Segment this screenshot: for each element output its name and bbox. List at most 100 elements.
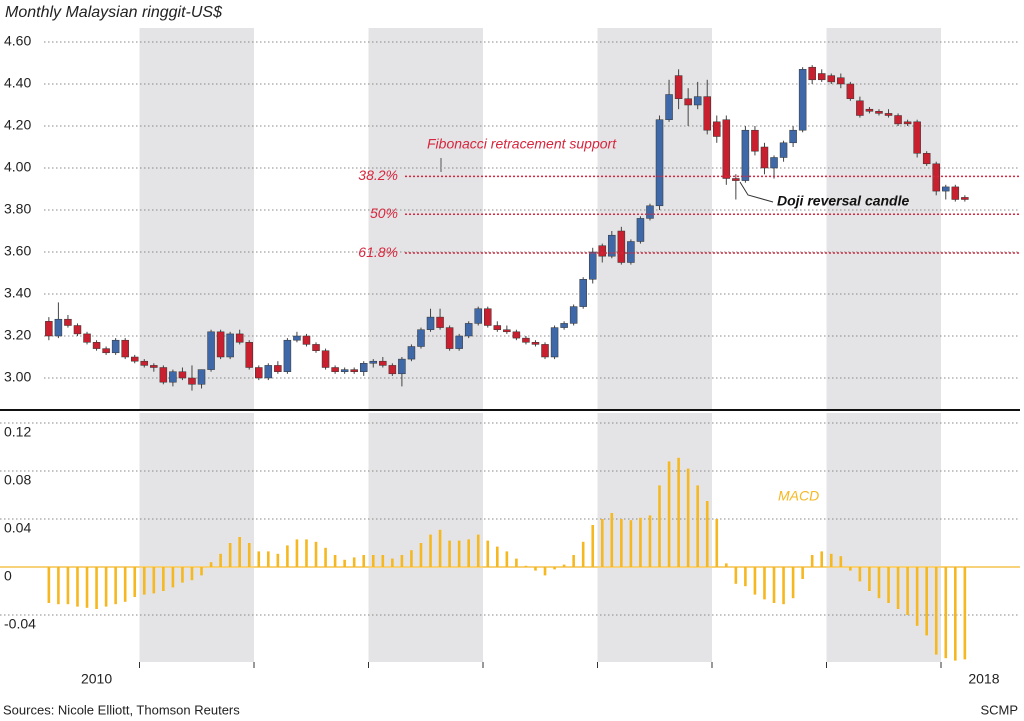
macd-bar [371, 555, 375, 567]
y-tick-label: 0.12 [4, 424, 31, 440]
candle-body [789, 129, 797, 144]
credit: SCMP [980, 702, 1018, 717]
candle-body [340, 369, 349, 372]
candle-body [207, 331, 215, 370]
candle-body [369, 360, 378, 364]
year-band [826, 413, 941, 662]
candle-body [817, 73, 826, 81]
macd-bar [152, 567, 156, 594]
y-tick-label: 4.00 [4, 159, 31, 175]
candle-body [922, 153, 931, 165]
candle-body [636, 218, 645, 242]
candle-body [302, 335, 311, 345]
candle-body [426, 316, 435, 330]
candle-body [503, 329, 511, 333]
candle-body [312, 344, 320, 351]
candle-body [92, 342, 101, 349]
year-band [139, 28, 254, 410]
candle-body [245, 342, 253, 368]
candle-body [837, 77, 845, 85]
macd-bar [934, 567, 938, 655]
macd-bar [686, 468, 690, 567]
candle-body [388, 365, 397, 375]
macd-bar [400, 555, 404, 567]
macd-bar [457, 540, 461, 567]
macd-bar [820, 551, 824, 567]
candle-body [684, 98, 692, 106]
candle-body [283, 339, 292, 372]
candle-body [674, 75, 683, 99]
candle-body [474, 308, 482, 324]
macd-bar [162, 567, 165, 591]
fibonacci-label: Fibonacci retracement support [427, 136, 617, 152]
macd-bar [286, 545, 289, 567]
macd-bar [66, 567, 70, 605]
y-tick-label: 3.40 [4, 285, 31, 301]
candle-body [293, 335, 301, 341]
macd-bar [648, 515, 652, 567]
candle-body [856, 100, 864, 116]
candle-body [111, 339, 120, 354]
candle-body [875, 111, 883, 114]
macd-bar [600, 519, 604, 567]
candle-body [579, 279, 587, 307]
year-bands [139, 28, 941, 662]
candle-body [159, 367, 168, 383]
source: Sources: Nicole Elliott, Thomson Reuters [3, 702, 240, 717]
macd-bar [142, 567, 146, 595]
candle-body [445, 327, 454, 349]
candle-body [64, 318, 72, 326]
year-band [597, 28, 712, 410]
macd-bar [57, 567, 60, 605]
candle-body [226, 333, 234, 358]
candle-body [903, 121, 912, 125]
macd-bar [181, 567, 184, 583]
candle-body [140, 360, 149, 366]
macd-bar [438, 529, 442, 567]
macd-bar [85, 567, 89, 608]
macd-bar [343, 559, 346, 567]
macd-bar [200, 567, 203, 576]
macd-bar [410, 550, 413, 567]
macd-bar [305, 539, 308, 567]
macd-bar [581, 541, 585, 567]
candle-body [169, 371, 177, 383]
candle-body [359, 363, 368, 372]
macd-bar [658, 485, 661, 567]
macd-bar [877, 567, 881, 599]
y-tick-label: 3.00 [4, 369, 31, 385]
macd-bar [209, 562, 213, 567]
macd-bar [620, 519, 623, 567]
candle-body [598, 245, 607, 257]
candle-body [961, 197, 969, 200]
macd-bar [734, 567, 738, 584]
macd-bar [448, 540, 451, 567]
candle-body [398, 358, 406, 375]
macd-bar [267, 551, 270, 567]
candle-body [760, 146, 769, 169]
macd-bar [591, 525, 595, 567]
macd-bar [505, 551, 509, 567]
macd-bar [772, 567, 776, 603]
macd-bar [295, 539, 299, 567]
macd-bar [47, 567, 51, 603]
candle-body [197, 369, 206, 385]
candle-body [522, 337, 530, 343]
candle-body [722, 119, 731, 179]
candle-body [798, 69, 807, 131]
macd-bar [171, 567, 175, 588]
candle-body [646, 205, 654, 219]
y-tick-label: 3.20 [4, 327, 31, 343]
macd-bar [753, 567, 757, 595]
candle-body [884, 113, 893, 116]
candle-body [951, 186, 960, 200]
macd-bar [572, 555, 575, 567]
macd-bar [219, 553, 222, 567]
macd-bar [696, 485, 699, 567]
macd-bar [896, 567, 900, 609]
y-tick-label: 0.04 [4, 520, 31, 536]
candle-body [531, 342, 540, 345]
year-band [368, 413, 483, 662]
candle-body [827, 75, 836, 83]
candle-body [45, 321, 53, 337]
